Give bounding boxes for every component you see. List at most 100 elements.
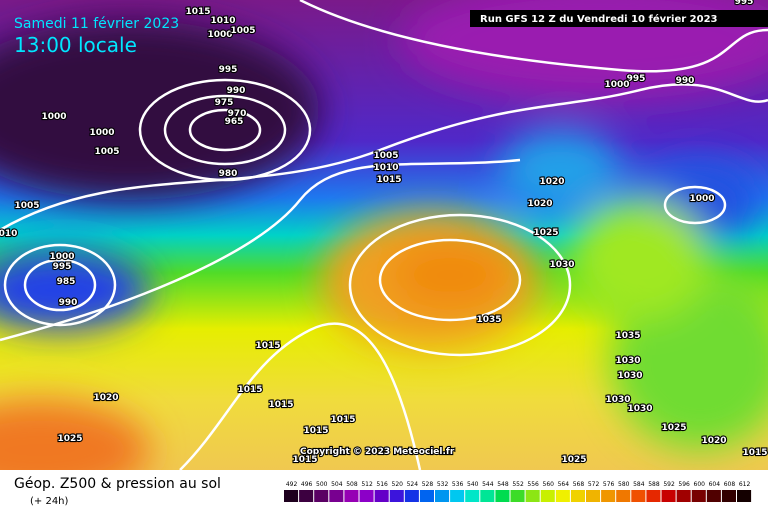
isobar-label: 1025 [661,423,686,433]
legend-swatch [737,490,752,502]
isobar-label: 1015 [330,415,355,425]
isobar-label: 1015 [292,455,317,465]
legend-label: 576 [603,481,615,488]
isobar-label: 1005 [94,147,119,157]
legend-swatch [510,490,525,502]
isobar-label: 1025 [533,228,558,238]
legend-swatch [646,490,661,502]
legend-label: 504 [331,481,343,488]
isobar-label: 965 [225,117,244,127]
time: 13:00 locale [14,33,137,57]
isobar-label: 1000 [41,112,66,122]
legend-label: 540 [467,481,479,488]
legend-label: 532 [437,481,449,488]
isobar-label: 1015 [185,7,210,17]
legend-swatch [435,490,450,502]
date: Samedi 11 février 2023 [14,16,179,32]
run-banner [470,10,768,27]
legend-label: 492 [286,481,298,488]
isobar-label: 1015 [255,341,280,351]
isobar-label: 970 [228,109,247,119]
isobar-label: 995 [735,0,754,7]
isobar-label: 995 [219,65,238,75]
legend-swatch [419,490,434,502]
legend-label: 556 [527,481,539,488]
footer-title: Géop. Z500 & pression au sol [14,476,221,492]
legend-label: 600 [694,481,706,488]
isobar-label: 1015 [742,448,767,458]
legend-swatch [284,490,299,502]
isobar-label: 990 [59,298,78,308]
isobar-label: 990 [227,86,246,96]
legend-label: 612 [739,481,751,488]
isobar-label: 980 [219,169,238,179]
isobar-label: 1015 [376,175,401,185]
legend-label: 524 [407,481,419,488]
isobar-label: 1005 [230,26,255,36]
legend-swatch [314,490,329,502]
legend-label: 516 [376,481,388,488]
legend-label: 520 [392,481,404,488]
legend-label: 528 [422,481,434,488]
isobar-label: 010 [0,229,17,239]
isobar-label: 1000 [89,128,114,138]
legend-label: 592 [663,481,675,488]
legend-label: 552 [512,481,524,488]
legend-label: 572 [588,481,600,488]
legend-swatch [661,490,676,502]
legend-label: 568 [573,481,585,488]
legend-label: 536 [452,481,464,488]
legend-swatch [450,490,465,502]
legend-swatch [374,490,389,502]
legend-swatch [389,490,404,502]
isobar-label: 1010 [210,16,235,26]
legend-swatch [555,490,570,502]
isobar-label: 975 [215,98,234,108]
isobar-label: 1000 [604,80,629,90]
isobar-label: 1030 [549,260,574,270]
isobar-label: 1015 [303,426,328,436]
legend-label: 544 [482,481,494,488]
isobar-label: 1005 [14,201,39,211]
legend-swatch [525,490,540,502]
legend-swatch [601,490,616,502]
isobar-label: 1025 [57,434,82,444]
isobar-label: 995 [53,262,72,272]
legend-swatch [676,490,691,502]
isobar-label: 1030 [617,371,642,381]
legend-swatch [329,490,344,502]
legend-swatch [495,490,510,502]
isobar-label: 1005 [373,151,398,161]
legend-swatch [465,490,480,502]
legend-label: 596 [678,481,690,488]
legend-label: 588 [648,481,660,488]
isobar-label: 990 [676,76,695,86]
legend-label: 548 [497,481,509,488]
legend-label: 496 [301,481,313,488]
legend-label: 508 [346,481,358,488]
isobar-label: 1020 [539,177,564,187]
isobar-label: 1030 [627,404,652,414]
isobar-label: 1025 [561,455,586,465]
legend-label: 560 [543,481,555,488]
isobar-label: 985 [57,277,76,287]
legend-label: 584 [633,481,645,488]
legend-swatch [480,490,495,502]
map-background [0,0,768,470]
legend-swatch [540,490,555,502]
isobar-label: 1030 [615,356,640,366]
legend-swatch [616,490,631,502]
isobar-label: 1015 [268,400,293,410]
legend-swatch [721,490,736,502]
isobar-label: 1000 [689,194,714,204]
run-info: Run GFS 12 Z du Vendredi 10 février 2023 [480,13,718,25]
isobar-label: 1030 [605,395,630,405]
isobar-label: 1020 [701,436,726,446]
isobar-label: 1000 [49,252,74,262]
isobar-label: 1035 [615,331,640,341]
legend-label: 608 [724,481,736,488]
isobar-label: 1000 [207,30,232,40]
legend-swatch [570,490,585,502]
copyright: Copyright © 2023 Meteociel.fr [300,447,455,457]
legend-label: 500 [316,481,328,488]
